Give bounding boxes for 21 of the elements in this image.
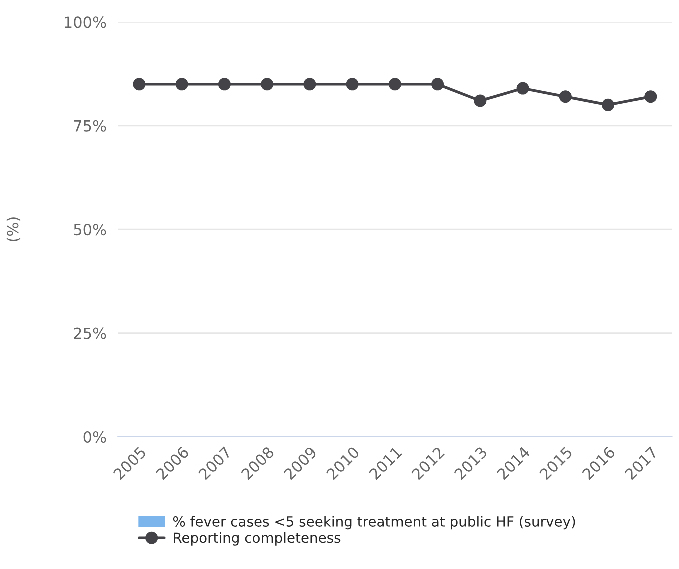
point: [474, 94, 487, 108]
point: [516, 82, 530, 95]
point: [644, 90, 658, 104]
point: [346, 78, 359, 91]
legend-label: % fever cases <5 seeking treatment at public HF (survey): [173, 516, 576, 530]
point: [432, 78, 444, 91]
point: [388, 78, 402, 91]
y-axis-title: (%): [6, 218, 21, 242]
y-tick-label: 25%: [74, 328, 106, 340]
point: [133, 78, 146, 91]
y-tick-label: 0%: [84, 431, 106, 444]
point: [176, 78, 188, 91]
legend-label: Reporting completeness: [174, 532, 341, 546]
point: [559, 90, 572, 104]
y-tick-label: 100%: [65, 16, 106, 28]
y-tick-label: 50%: [74, 224, 106, 236]
y-tick-label: 75%: [74, 120, 106, 132]
point: [602, 98, 615, 112]
point: [218, 78, 231, 91]
point: [261, 78, 274, 91]
point: [304, 78, 316, 91]
